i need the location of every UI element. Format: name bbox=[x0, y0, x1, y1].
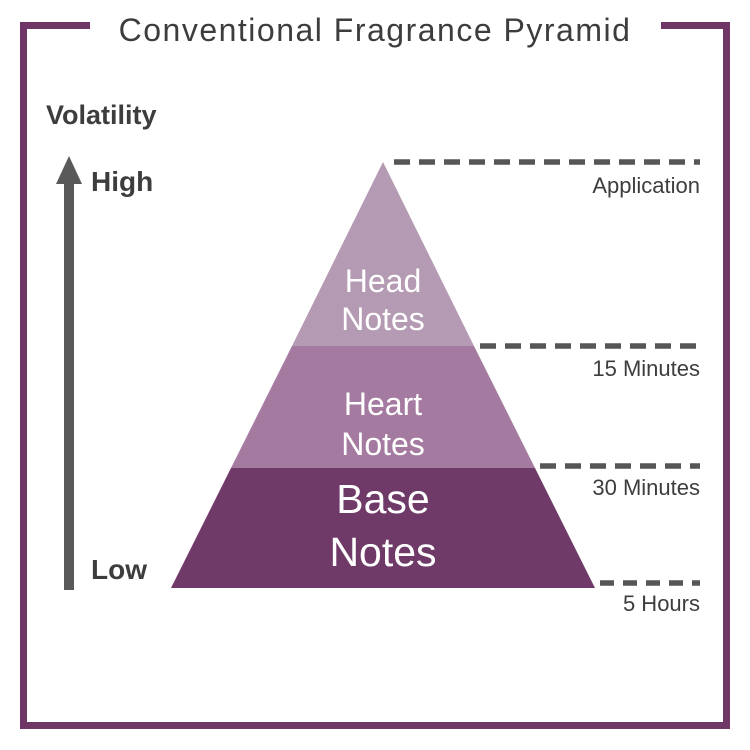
heart-notes-label: Heart Notes bbox=[233, 384, 533, 464]
frame-border-right bbox=[723, 22, 730, 729]
frame-border-top-right bbox=[661, 22, 730, 29]
heart-notes-line1: Heart bbox=[343, 386, 423, 422]
marker-label-15-minutes: 15 Minutes bbox=[592, 356, 700, 381]
pyramid-section-head bbox=[292, 162, 474, 346]
head-notes-line1: Head bbox=[344, 263, 422, 299]
arrow-up-icon bbox=[56, 156, 82, 184]
pyramid-section-base bbox=[171, 468, 595, 588]
volatility-axis-label: Volatility bbox=[46, 100, 157, 130]
page-title: Conventional Fragrance Pyramid bbox=[118, 12, 632, 48]
base-notes-line2: Notes bbox=[329, 529, 437, 575]
base-notes-line1: Base bbox=[336, 476, 430, 522]
base-notes-label: Base Notes bbox=[233, 473, 533, 579]
frame-border-top-left bbox=[20, 22, 90, 29]
frame-border-left bbox=[20, 22, 27, 729]
low-label: Low bbox=[91, 554, 147, 585]
marker-label-30-minutes: 30 Minutes bbox=[592, 475, 700, 500]
high-label: High bbox=[91, 166, 154, 197]
frame-border-bottom bbox=[20, 722, 730, 729]
head-notes-line2: Notes bbox=[341, 301, 425, 337]
volatility-arrow-shaft bbox=[64, 180, 74, 590]
pyramid-section-heart bbox=[231, 346, 535, 468]
marker-label-5-hours: 5 Hours bbox=[622, 591, 700, 616]
marker-label-application: Application bbox=[592, 173, 700, 198]
heart-notes-line2: Notes bbox=[341, 426, 425, 462]
head-notes-label: Head Notes bbox=[233, 262, 533, 338]
